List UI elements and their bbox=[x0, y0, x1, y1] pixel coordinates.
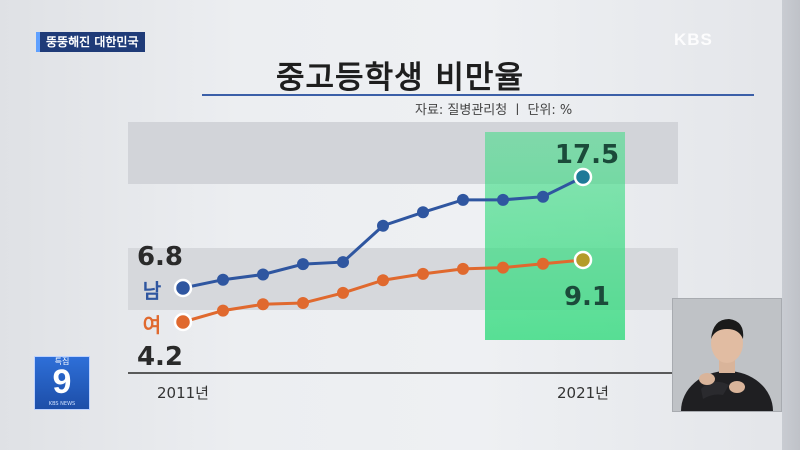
male-point-2013 bbox=[257, 268, 269, 281]
female-point-2019 bbox=[497, 261, 509, 274]
female-point-2018 bbox=[457, 262, 469, 275]
badge-sub-text: KBS NEWS bbox=[48, 401, 76, 407]
topic-tag: 뚱뚱해진 대한민국 bbox=[36, 32, 145, 52]
sign-language-interpreter bbox=[672, 298, 782, 450]
female-point-2020 bbox=[537, 257, 549, 270]
female-point-2021 bbox=[573, 250, 593, 270]
broadcaster-logo: KBS bbox=[674, 30, 713, 49]
x-tick-start: 2011년 bbox=[157, 384, 209, 402]
male-point-2018 bbox=[457, 193, 469, 206]
highlight-region bbox=[485, 132, 625, 340]
female-first-label: 4.2 bbox=[137, 342, 183, 372]
male-point-2020 bbox=[537, 190, 549, 203]
male-first-label: 6.8 bbox=[137, 242, 183, 272]
interpreter-figure bbox=[681, 319, 773, 450]
source-note: 자료: 질병관리청 ㅣ 단위: % bbox=[415, 103, 573, 118]
male-point-2011 bbox=[173, 278, 193, 298]
male-point-2015 bbox=[337, 256, 349, 269]
program-badge: 특집 9 KBS NEWS bbox=[34, 356, 90, 410]
male-last-label: 17.5 bbox=[555, 140, 619, 170]
legend-male: 남 bbox=[143, 279, 162, 303]
chart-title: 중고등학생 비만율 bbox=[276, 60, 524, 96]
male-point-2017 bbox=[417, 206, 429, 219]
female-point-2014 bbox=[297, 297, 309, 310]
title-underline bbox=[202, 94, 754, 96]
badge-top-text: 특집 bbox=[54, 357, 70, 366]
male-point-2019 bbox=[497, 193, 509, 206]
female-point-2013 bbox=[257, 298, 269, 311]
female-point-2015 bbox=[337, 286, 349, 299]
male-point-2021 bbox=[573, 167, 593, 187]
male-point-2014 bbox=[297, 258, 309, 271]
badge-number: 9 bbox=[52, 363, 72, 401]
legend-female: 여 bbox=[143, 313, 161, 337]
female-last-label: 9.1 bbox=[564, 282, 610, 312]
female-point-2016 bbox=[377, 274, 389, 287]
male-point-2016 bbox=[377, 219, 389, 232]
female-point-2017 bbox=[417, 267, 429, 280]
male-point-2012 bbox=[217, 273, 229, 286]
female-point-2012 bbox=[217, 304, 229, 317]
x-tick-end: 2021년 bbox=[557, 384, 609, 402]
right-edge-bar bbox=[782, 0, 800, 450]
female-point-2011 bbox=[173, 312, 193, 332]
